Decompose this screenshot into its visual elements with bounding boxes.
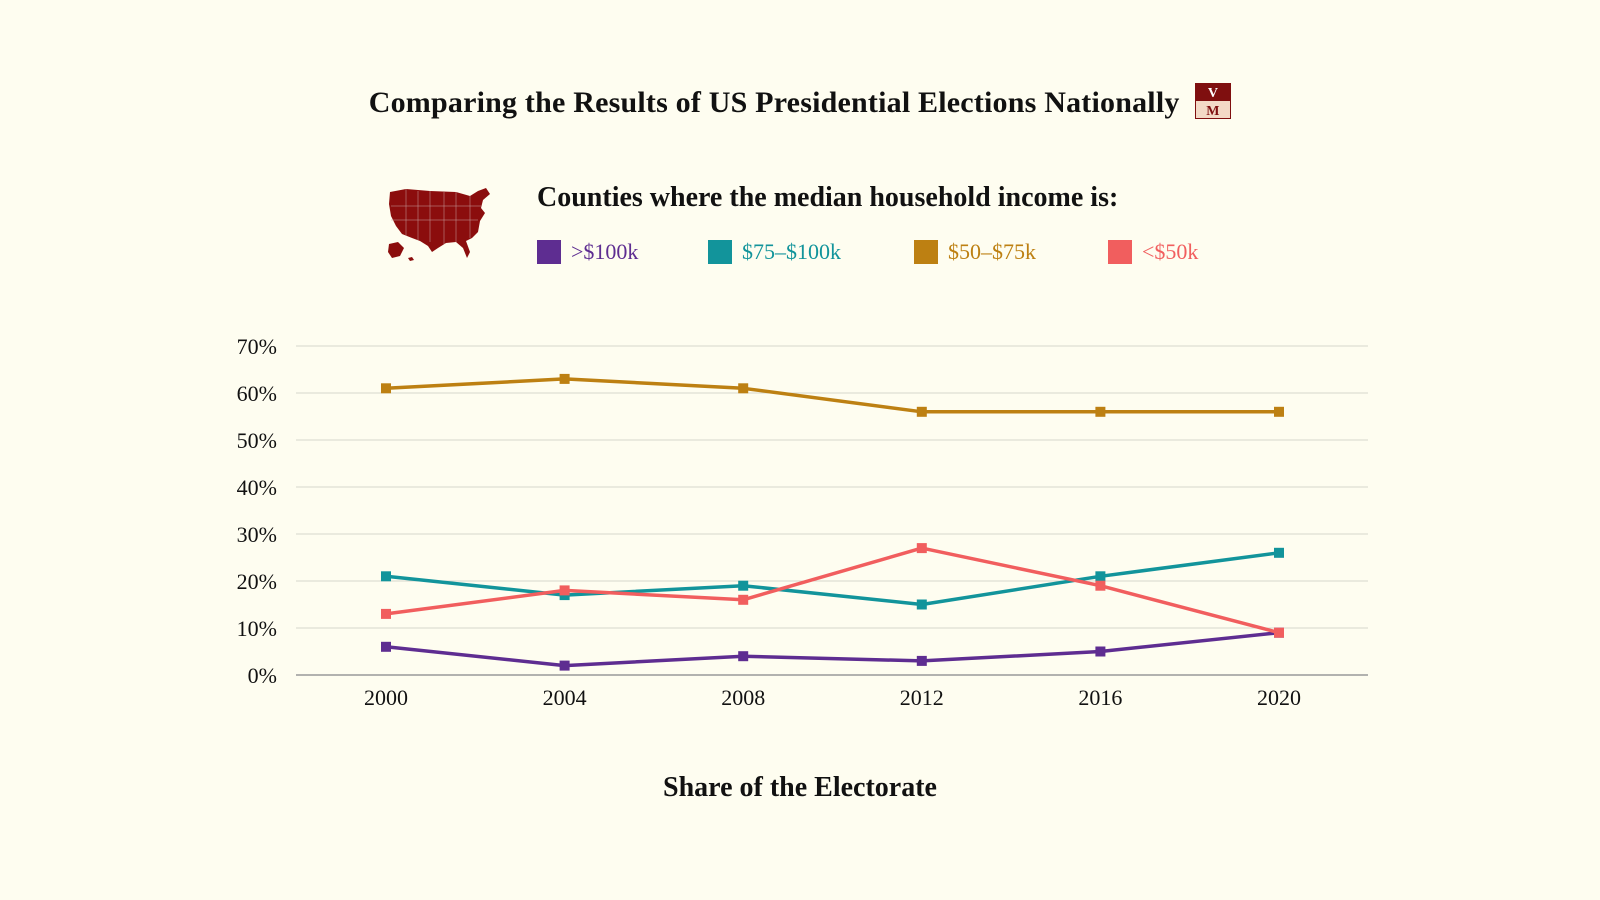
- logo-top-letter: V: [1208, 86, 1218, 101]
- legend-item-over-100k: >$100k: [537, 238, 638, 266]
- data-point: [738, 383, 749, 394]
- data-point: [559, 373, 570, 384]
- x-tick-label: 2008: [721, 685, 765, 710]
- x-tick-label: 2012: [900, 685, 944, 710]
- legend-swatch: [914, 240, 938, 264]
- series-line: [385, 551, 1280, 607]
- legend-swatch: [1108, 240, 1132, 264]
- logo-bottom-letter: M: [1207, 104, 1220, 119]
- x-tick-label: 2020: [1257, 685, 1301, 710]
- data-point: [1095, 571, 1106, 582]
- chart-title: Comparing the Results of US Presidential…: [0, 83, 1600, 123]
- legend-heading: Counties where the median household inco…: [537, 182, 1119, 213]
- vm-logo: V M: [1195, 83, 1232, 120]
- data-point: [381, 641, 391, 652]
- data-point: [1274, 406, 1284, 417]
- data-point: [1274, 627, 1284, 638]
- data-point: [1095, 406, 1106, 417]
- data-point: [916, 655, 927, 666]
- x-tick-label: 2000: [364, 685, 408, 710]
- chart-footer: Share of the Electorate: [663, 772, 937, 803]
- data-point: [738, 651, 749, 662]
- series-line: [385, 377, 1279, 414]
- x-tick-label: 2004: [543, 685, 587, 710]
- data-point: [1095, 580, 1106, 591]
- y-tick-label: 20%: [237, 569, 277, 594]
- legend-item-75-100k: $75–$100k: [708, 238, 841, 266]
- legend-swatch: [708, 240, 732, 264]
- legend-label: <$50k: [1142, 239, 1199, 264]
- series-line: [385, 630, 1280, 668]
- series-line: [385, 546, 1280, 635]
- data-point: [738, 580, 749, 591]
- legend-item-under-50k: <$50k: [1108, 238, 1198, 266]
- y-tick-label: 40%: [237, 475, 277, 500]
- data-point: [381, 608, 391, 619]
- legend: >$100k $75–$100k $50–$75k <$50k: [537, 238, 1237, 268]
- data-point: [381, 383, 391, 394]
- y-tick-label: 30%: [237, 522, 277, 547]
- data-point: [381, 571, 391, 582]
- y-tick-label: 60%: [237, 381, 277, 406]
- y-tick-label: 50%: [237, 428, 277, 453]
- us-map-icon: [388, 188, 490, 261]
- data-point: [738, 594, 749, 605]
- data-point: [1095, 646, 1106, 657]
- legend-item-50-75k: $50–$75k: [914, 238, 1036, 266]
- y-tick-label: 10%: [237, 616, 277, 641]
- legend-swatch: [537, 240, 561, 264]
- y-tick-label: 70%: [237, 334, 277, 359]
- legend-label: $75–$100k: [742, 239, 841, 264]
- data-point: [1274, 547, 1284, 558]
- data-point: [916, 599, 927, 610]
- chart-title-text: Comparing the Results of US Presidential…: [368, 86, 1180, 119]
- legend-label: $50–$75k: [948, 239, 1036, 264]
- legend-label: >$100k: [571, 239, 639, 264]
- y-tick-label: 0%: [248, 663, 277, 688]
- x-tick-label: 2016: [1078, 685, 1122, 710]
- data-point: [559, 660, 570, 671]
- data-point: [916, 543, 927, 554]
- data-point: [916, 406, 927, 417]
- data-point: [559, 585, 570, 596]
